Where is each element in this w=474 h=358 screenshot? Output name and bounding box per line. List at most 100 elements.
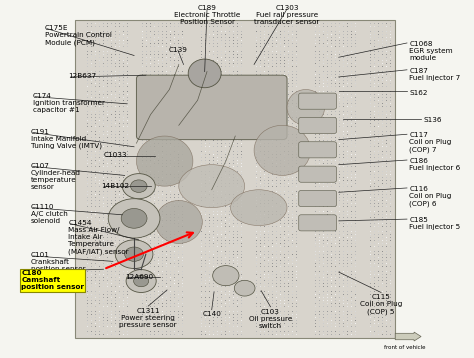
Point <box>111 269 119 275</box>
Point <box>320 209 328 215</box>
Point <box>316 160 324 166</box>
Point <box>383 35 391 40</box>
Point <box>143 303 151 309</box>
Point <box>261 43 269 49</box>
Point <box>308 318 316 323</box>
Point <box>194 115 202 120</box>
Point <box>198 206 206 212</box>
Point <box>257 183 264 189</box>
Point <box>123 78 131 83</box>
Point <box>88 58 96 63</box>
Point <box>96 92 103 98</box>
Point <box>155 329 163 335</box>
Point <box>304 135 312 140</box>
Point <box>210 329 218 335</box>
Point <box>116 155 123 160</box>
Point <box>344 206 351 212</box>
Point <box>222 132 229 137</box>
Point <box>194 106 202 112</box>
Point <box>100 86 108 92</box>
Point <box>88 152 96 158</box>
Point <box>253 20 261 26</box>
Point <box>119 186 127 192</box>
Point <box>339 23 347 29</box>
Point <box>218 280 225 286</box>
Point <box>214 241 221 246</box>
Point <box>332 115 339 120</box>
Point <box>237 218 245 223</box>
Point <box>312 283 319 289</box>
Point <box>351 320 359 326</box>
Point <box>273 252 280 258</box>
Point <box>218 169 225 175</box>
Point <box>269 63 276 69</box>
Point <box>178 86 186 92</box>
Point <box>92 117 100 123</box>
Point <box>222 23 229 29</box>
Point <box>261 221 269 226</box>
Point <box>289 98 296 103</box>
Point <box>123 46 131 52</box>
Point <box>351 95 359 101</box>
Point <box>202 266 210 272</box>
Point <box>359 192 367 198</box>
Point <box>210 269 218 275</box>
Point <box>289 206 296 212</box>
Point <box>383 252 391 258</box>
Point <box>375 215 383 221</box>
Point <box>375 198 383 203</box>
Point <box>320 306 328 312</box>
Point <box>210 115 218 120</box>
Point <box>304 140 312 146</box>
Point <box>304 223 312 229</box>
Point <box>257 300 264 306</box>
Point <box>284 297 292 303</box>
Point <box>182 275 190 280</box>
Point <box>300 63 308 69</box>
Point <box>108 292 115 297</box>
Point <box>163 152 170 158</box>
Point <box>198 289 206 295</box>
Point <box>257 172 264 178</box>
Point <box>194 229 202 235</box>
Point <box>363 315 371 320</box>
Point <box>123 329 131 335</box>
Point <box>375 155 383 160</box>
Point <box>296 26 304 32</box>
Point <box>198 180 206 186</box>
Point <box>88 300 96 306</box>
Point <box>233 255 241 260</box>
Point <box>88 117 96 123</box>
Point <box>123 175 131 180</box>
Point <box>214 137 221 143</box>
Point <box>128 49 135 55</box>
Point <box>111 146 119 152</box>
Point <box>111 40 119 46</box>
Point <box>375 46 383 52</box>
Point <box>269 100 276 106</box>
Point <box>186 192 194 198</box>
Point <box>155 275 163 280</box>
Point <box>320 140 328 146</box>
Point <box>119 143 127 149</box>
Point <box>375 81 383 86</box>
Point <box>356 149 363 155</box>
Point <box>284 223 292 229</box>
Point <box>80 72 88 78</box>
Point <box>344 175 351 180</box>
Point <box>210 58 218 63</box>
Point <box>265 55 273 61</box>
Point <box>237 172 245 178</box>
Point <box>226 186 233 192</box>
Point <box>111 158 119 163</box>
Point <box>375 178 383 183</box>
Point <box>257 178 264 183</box>
Point <box>143 221 151 226</box>
Point <box>233 126 241 132</box>
Point <box>226 243 233 249</box>
Point <box>166 69 174 75</box>
Point <box>104 89 111 95</box>
Point <box>131 109 139 115</box>
Point <box>139 100 146 106</box>
Point <box>292 89 300 95</box>
